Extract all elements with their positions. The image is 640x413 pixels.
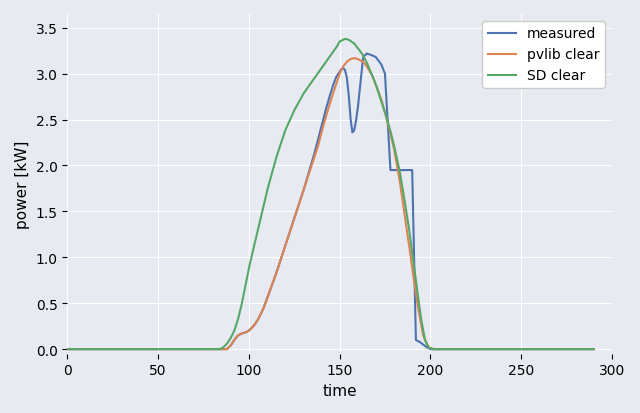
pvlib clear	[350, 57, 358, 62]
Legend: measured, pvlib clear, SD clear: measured, pvlib clear, SD clear	[483, 22, 605, 89]
measured	[266, 290, 273, 295]
X-axis label: time: time	[323, 383, 357, 398]
pvlib clear	[155, 347, 163, 352]
SD clear	[124, 347, 131, 352]
measured	[580, 347, 588, 352]
SD clear	[523, 347, 531, 352]
pvlib clear	[288, 223, 296, 228]
pvlib clear	[63, 347, 71, 352]
pvlib clear	[523, 347, 531, 352]
measured	[363, 52, 371, 57]
Line: SD clear: SD clear	[67, 40, 594, 349]
Line: measured: measured	[67, 55, 594, 349]
SD clear	[63, 347, 71, 352]
measured	[288, 223, 296, 228]
SD clear	[266, 181, 273, 186]
pvlib clear	[580, 347, 588, 352]
SD clear	[155, 347, 163, 352]
measured	[590, 347, 598, 352]
measured	[63, 347, 71, 352]
measured	[155, 347, 163, 352]
pvlib clear	[590, 347, 598, 352]
SD clear	[341, 37, 349, 42]
measured	[124, 347, 131, 352]
SD clear	[580, 347, 588, 352]
SD clear	[590, 347, 598, 352]
measured	[523, 347, 531, 352]
SD clear	[288, 114, 296, 119]
pvlib clear	[266, 290, 273, 295]
Y-axis label: power [kW]: power [kW]	[15, 140, 30, 228]
pvlib clear	[124, 347, 131, 352]
Line: pvlib clear: pvlib clear	[67, 59, 594, 349]
